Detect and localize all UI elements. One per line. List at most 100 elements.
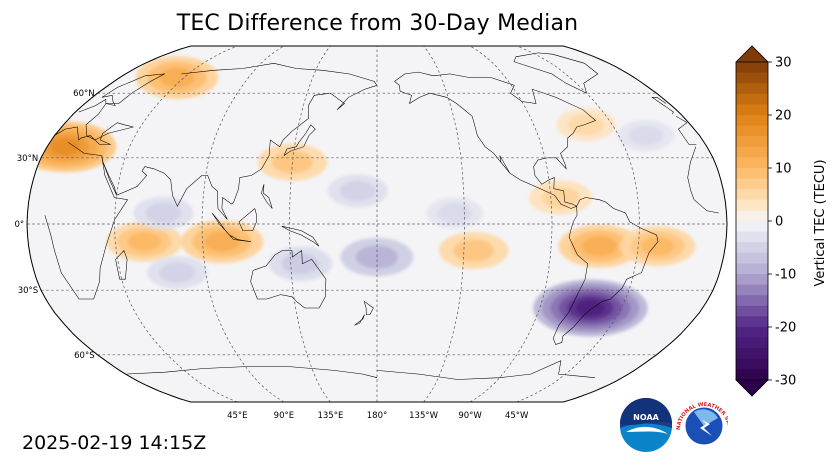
- coastline: [250, 249, 327, 309]
- coastline: [513, 52, 599, 94]
- tec-anomaly: [135, 56, 219, 99]
- coastline: [115, 250, 128, 280]
- tec-anomaly: [340, 237, 414, 277]
- tec-anomaly: [106, 221, 183, 262]
- colorbar-band: [736, 263, 768, 275]
- coastlines: [44, 52, 719, 380]
- lon-label: 90°W: [458, 411, 482, 421]
- tec-anomaly: [528, 180, 593, 215]
- colorbar: 30 20 10 0 -10 -20 -30 Vertical TEC (TECU): [735, 45, 828, 397]
- meridian: [469, 46, 553, 402]
- meridian: [423, 46, 465, 402]
- tec-anomaly: [438, 231, 509, 270]
- colorbar-gradient: [735, 45, 769, 397]
- lat-label: 30°S: [18, 286, 38, 296]
- coastline: [102, 162, 117, 196]
- colorbar-tick-label: 0: [775, 215, 783, 230]
- colorbar-band: [736, 221, 768, 232]
- lon-label: 45°E: [227, 411, 247, 421]
- colorbar-label: Vertical TEC (TECU): [813, 159, 828, 286]
- colorbar-band: [736, 62, 768, 73]
- colorbar-tick-label: -30: [775, 374, 796, 389]
- colorbar-band: [736, 83, 768, 95]
- nws-logo: NATIONAL WEATHER SERVICE: [676, 400, 728, 452]
- graticule: [27, 46, 727, 402]
- colorbar-band: [736, 125, 768, 137]
- coastline: [101, 63, 378, 220]
- colorbar-band: [736, 284, 768, 296]
- meridian: [289, 46, 331, 402]
- longitude-labels: 45°E 90°E 135°E 180° 135°W 90°W 45°W: [227, 411, 529, 421]
- colorbar-band: [736, 305, 768, 317]
- colorbar-band: [736, 210, 768, 222]
- lon-label: 45°W: [505, 411, 529, 421]
- meridian: [201, 46, 285, 402]
- colorbar-band: [736, 189, 768, 201]
- colorbar-band: [736, 274, 768, 285]
- colorbar-band: [736, 358, 768, 370]
- agency-logos: NOAA NATIONAL WEATHER SERVICE: [620, 398, 728, 452]
- colorbar-band: [736, 168, 768, 179]
- coastline: [394, 71, 597, 209]
- coastline: [211, 212, 252, 242]
- colorbar-band: [736, 252, 768, 264]
- lat-label: 0°: [15, 220, 25, 230]
- colorbar-band: [736, 327, 768, 338]
- chart-title: TEC Difference from 30-Day Median: [176, 11, 579, 36]
- noaa-logo: NOAA: [620, 398, 672, 452]
- colorbar-tick-label: -10: [775, 268, 796, 283]
- coastline: [281, 225, 320, 247]
- colorbar-band: [736, 295, 768, 307]
- colorbar-band: [736, 115, 768, 126]
- colorbar-ticks: 30 20 10 0 -10 -20 -30: [768, 56, 796, 389]
- colorbar-band: [736, 146, 768, 158]
- timestamp: 2025-02-19 14:15Z: [22, 432, 207, 454]
- coastline: [238, 208, 257, 231]
- tec-anomaly: [133, 196, 194, 230]
- tec-anomaly: [617, 119, 675, 152]
- colorbar-band: [736, 316, 768, 328]
- coastline: [261, 184, 273, 209]
- colorbar-band: [736, 104, 768, 116]
- colorbar-band: [736, 178, 768, 190]
- colorbar-tick-label: 30: [775, 56, 792, 71]
- colorbar-band: [736, 72, 768, 84]
- colorbar-band: [736, 199, 768, 211]
- colorbar-band: [736, 136, 768, 148]
- coastline: [44, 142, 719, 300]
- coastline: [283, 124, 316, 156]
- latitude-labels: 60°N 30°N 0° 30°S 60°S: [15, 89, 95, 361]
- colorbar-band: [736, 369, 768, 381]
- colorbar-tick-label: 10: [775, 162, 792, 177]
- meridian: [516, 46, 640, 402]
- lat-label: 60°S: [74, 351, 94, 361]
- colorbar-band: [736, 157, 768, 169]
- colorbar-tick-label: -20: [775, 321, 796, 336]
- colorbar-band: [736, 231, 768, 243]
- tec-anomaly: [558, 224, 641, 268]
- coastline: [552, 197, 659, 345]
- globe-outline: [26, 45, 728, 403]
- svg-text:NOAA: NOAA: [633, 413, 659, 422]
- coastline: [54, 73, 697, 145]
- coastline: [651, 97, 674, 115]
- coastline: [354, 314, 365, 326]
- lon-label: 135°W: [409, 411, 438, 421]
- colorbar-band: [736, 93, 768, 105]
- tec-anomaly: [147, 256, 208, 290]
- colorbar-tick-label: 20: [775, 109, 792, 124]
- colorbar-extend-max: [735, 45, 769, 63]
- colorbar-extend-min: [735, 379, 769, 397]
- tec-anomaly: [533, 279, 648, 337]
- lon-label: 180°: [367, 411, 387, 421]
- coastline: [125, 360, 595, 380]
- tec-anomaly: [327, 174, 388, 208]
- colorbar-band: [736, 348, 768, 360]
- colorbar-band: [736, 337, 768, 349]
- coastline: [363, 301, 374, 315]
- lon-label: 135°E: [317, 411, 343, 421]
- lat-label: 30°N: [17, 154, 38, 164]
- tec-anomaly: [426, 197, 484, 229]
- lat-label: 60°N: [73, 89, 94, 99]
